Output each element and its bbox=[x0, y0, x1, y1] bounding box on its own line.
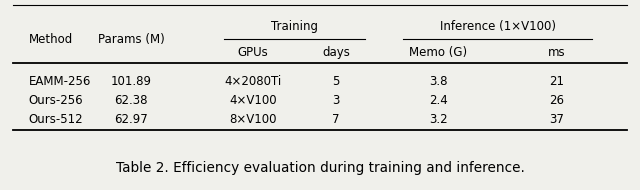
Text: 5: 5 bbox=[332, 75, 340, 88]
Text: 62.97: 62.97 bbox=[115, 113, 148, 126]
Text: 4×2080Ti: 4×2080Ti bbox=[224, 75, 282, 88]
Text: 2.4: 2.4 bbox=[429, 94, 448, 107]
Text: GPUs: GPUs bbox=[237, 46, 268, 59]
Text: EAMM-256: EAMM-256 bbox=[29, 75, 91, 88]
Text: 4×V100: 4×V100 bbox=[229, 94, 276, 107]
Text: 62.38: 62.38 bbox=[115, 94, 148, 107]
Text: Params (M): Params (M) bbox=[98, 33, 164, 46]
Text: Ours-256: Ours-256 bbox=[29, 94, 83, 107]
Text: ms: ms bbox=[548, 46, 566, 59]
Text: Ours-512: Ours-512 bbox=[29, 113, 83, 126]
Text: Memo (G): Memo (G) bbox=[410, 46, 467, 59]
Text: 37: 37 bbox=[549, 113, 564, 126]
Text: Inference (1×V100): Inference (1×V100) bbox=[440, 20, 556, 33]
Text: days: days bbox=[322, 46, 350, 59]
Text: 3.2: 3.2 bbox=[429, 113, 448, 126]
Text: 21: 21 bbox=[549, 75, 564, 88]
Text: 8×V100: 8×V100 bbox=[229, 113, 276, 126]
Text: 101.89: 101.89 bbox=[111, 75, 152, 88]
Text: 3.8: 3.8 bbox=[429, 75, 447, 88]
Text: Training: Training bbox=[271, 20, 318, 33]
Text: 7: 7 bbox=[332, 113, 340, 126]
Text: Table 2. Efficiency evaluation during training and inference.: Table 2. Efficiency evaluation during tr… bbox=[116, 161, 524, 175]
Text: 3: 3 bbox=[332, 94, 340, 107]
Text: 26: 26 bbox=[549, 94, 564, 107]
Text: Method: Method bbox=[29, 33, 73, 46]
